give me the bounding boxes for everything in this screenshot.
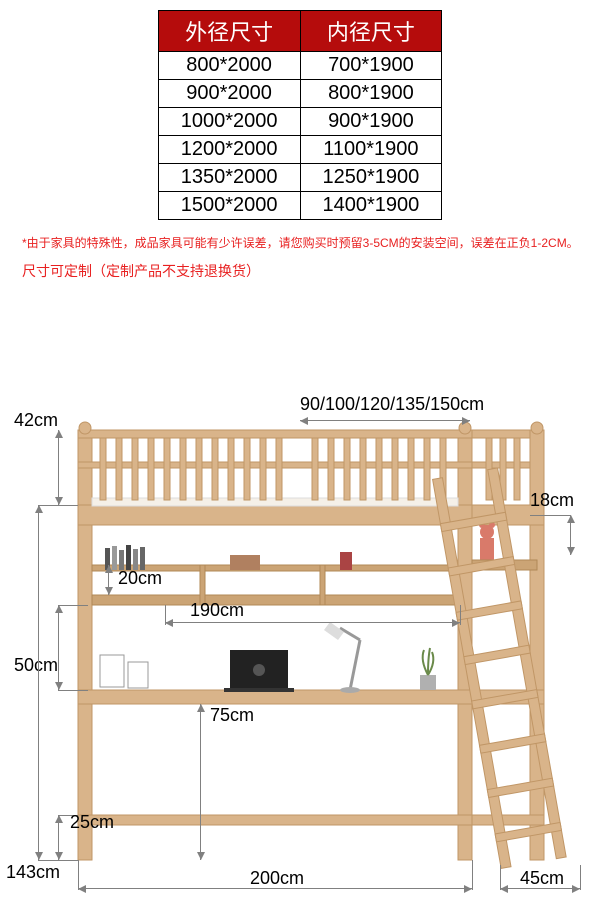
table-row: 1350*20001250*1900 <box>158 164 442 192</box>
toy <box>479 522 495 560</box>
table-row: 800*2000700*1900 <box>158 52 442 80</box>
dim-total-length: 200cm <box>250 868 304 889</box>
dim-inner-length: 190cm <box>190 600 244 621</box>
table-row: 1200*20001100*1900 <box>158 136 442 164</box>
ladder <box>433 468 567 868</box>
dim-rail-height: 42cm <box>14 410 58 431</box>
dim-ladder-width: 45cm <box>520 868 564 889</box>
table-row: 900*2000800*1900 <box>158 80 442 108</box>
dim-shelf-desk: 50cm <box>14 655 58 676</box>
table-row: 1000*2000900*1900 <box>158 108 442 136</box>
dim-shelf-gap: 20cm <box>118 568 162 589</box>
dim-widths: 90/100/120/135/150cm <box>300 394 484 415</box>
dim-leg-gap: 25cm <box>70 812 114 833</box>
header-outer: 外径尺寸 <box>158 11 300 52</box>
bed-diagram: 42cm 90/100/120/135/150cm 18cm 20cm 190c… <box>0 370 600 910</box>
dim-desk-height: 75cm <box>210 705 254 726</box>
desk-items <box>100 622 436 693</box>
header-inner: 内径尺寸 <box>300 11 442 52</box>
size-table: 外径尺寸 内径尺寸 800*2000700*1900 900*2000800*1… <box>158 10 443 220</box>
dim-total-height: 143cm <box>6 862 60 883</box>
table-row: 1500*20001400*1900 <box>158 192 442 220</box>
note-text: *由于家具的特殊性，成品家具可能有少许误差，请您购买时预留3-5CM的安装空间，… <box>22 234 600 251</box>
custom-text: 尺寸可定制（定制产品不支持退换货） <box>22 261 600 281</box>
dim-ladder-step: 18cm <box>530 490 574 511</box>
